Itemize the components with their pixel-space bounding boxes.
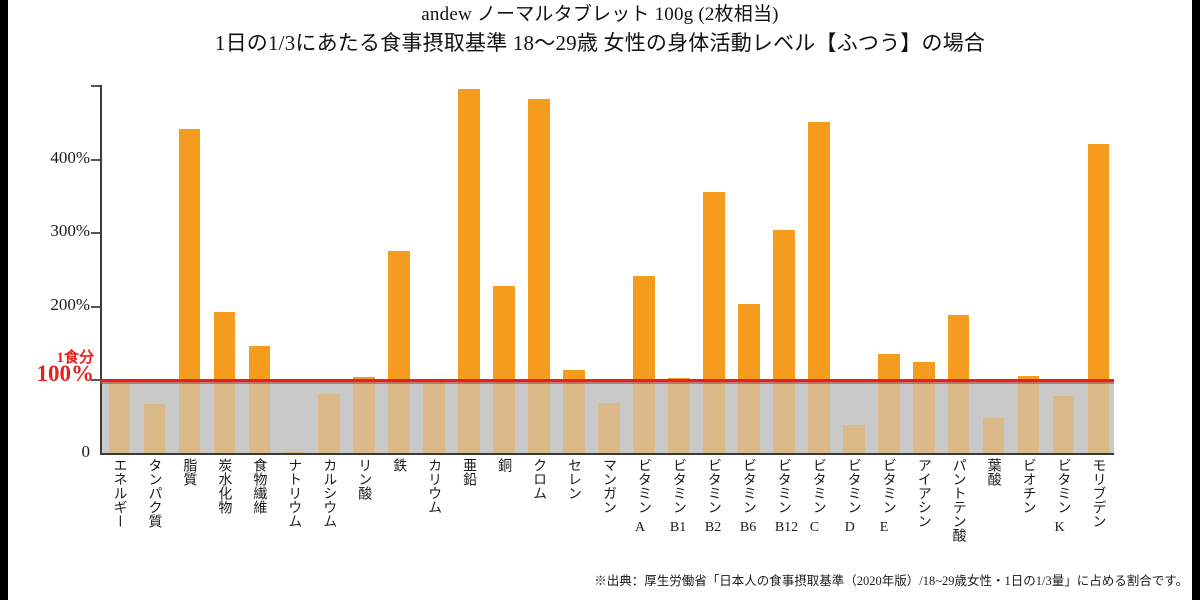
reference-line-100 — [100, 379, 1114, 383]
x-axis-label-suffix-ビタミンA: A — [634, 520, 646, 535]
bar-ビタミンC[interactable] — [807, 121, 830, 453]
x-axis-label-カリウム: カリウム — [426, 458, 442, 514]
bar-band-overlay-ビタミンA — [633, 379, 655, 453]
bar-band-overlay-脂質 — [178, 379, 201, 453]
x-axis-label-ナトリウム: ナトリウム — [286, 458, 302, 528]
bar-クロム[interactable] — [528, 98, 550, 453]
y-axis-tick-top — [91, 85, 100, 87]
bar-脂質[interactable] — [178, 129, 201, 453]
bar-band-overlay-エネルギー — [108, 379, 131, 453]
reference-line-shadow — [100, 382, 1114, 385]
bar-band-overlay-マンガン — [598, 402, 620, 453]
bar-band-overlay-葉酸 — [982, 417, 1005, 453]
bar-亜鉛[interactable] — [458, 89, 480, 453]
x-axis-label-ビタミンA: ビタミン — [635, 458, 651, 514]
y-axis-label-0: 0 — [81, 442, 91, 461]
x-axis-label-suffix-ビタミンC: C — [809, 520, 820, 535]
x-axis-label-ビタミンC: ビタミン — [810, 458, 826, 514]
x-axis-label-銅: 銅 — [496, 458, 512, 472]
y-axis-tick-300 — [91, 232, 100, 235]
x-axis-label-パントテン酸: パントテン酸 — [950, 458, 966, 542]
bar-band-overlay-鉄 — [388, 379, 411, 453]
x-axis-label-マンガン: マンガン — [601, 458, 616, 514]
bar-band-overlay-クロム — [528, 379, 550, 453]
x-axis-label-ビタミンB2: ビタミン — [705, 458, 721, 514]
x-axis-label-suffix-ビタミンD: D — [844, 520, 855, 535]
x-axis-label-カルシウム: カルシウム — [321, 458, 337, 528]
x-axis-label-ビオチン: ビオチン — [1020, 458, 1036, 514]
x-axis-label-脂質: 脂質 — [181, 458, 197, 486]
bar-band-overlay-タンパク質 — [143, 403, 166, 453]
x-axis-label-アイアシン: アイアシン — [915, 458, 931, 528]
bar-band-overlay-モリブデン — [1087, 379, 1110, 453]
x-axis-label-suffix-ビタミンB2: B2 — [704, 520, 722, 535]
x-axis-label-葉酸: 葉酸 — [985, 458, 1001, 486]
bar-band-overlay-銅 — [493, 379, 515, 453]
x-axis-label-suffix-ビタミンK: K — [1054, 520, 1065, 535]
x-axis-label-ビタミンB1: ビタミン — [670, 458, 686, 514]
reference-line-label-value: 100% — [36, 361, 95, 387]
x-axis-line — [100, 453, 1114, 455]
bar-band-overlay-ビタミンB12 — [772, 379, 795, 453]
chart-title-block: andew ノーマルタブレット 100g (2枚相当) 1日の1/3にあたる食事… — [8, 2, 1192, 58]
x-axis-label-suffix-ビタミンB1: B1 — [669, 520, 687, 535]
y-axis-tick-200 — [91, 305, 100, 308]
x-axis-label-モリブデン: モリブデン — [1090, 458, 1106, 528]
bar-band-overlay-食物繊維 — [248, 379, 271, 453]
bar-band-overlay-ビタミンB6 — [738, 379, 760, 453]
bar-band-overlay-ビタミンB2 — [703, 379, 725, 453]
bar-band-overlay-アイアシン — [912, 379, 935, 453]
x-axis-label-炭水化物: 炭水化物 — [216, 458, 232, 514]
y-axis-line — [100, 85, 102, 455]
chart-title-line-2: 1日の1/3にあたる食事摂取基準 18〜29歳 女性の身体活動レベル【ふつう】の… — [214, 31, 986, 55]
bar-band-overlay-パントテン酸 — [947, 379, 970, 453]
x-axis-label-セレン: セレン — [566, 458, 582, 500]
y-axis-tick-400 — [91, 158, 100, 161]
plot-area — [91, 85, 1114, 455]
bar-band-overlay-リン酸 — [353, 379, 376, 453]
x-axis-label-ビタミンB12: ビタミン — [775, 458, 791, 514]
bar-band-overlay-炭水化物 — [213, 379, 236, 453]
x-axis-label-suffix-ビタミンB6: B6 — [739, 520, 757, 535]
bar-band-overlay-ビオチン — [1017, 379, 1040, 453]
bar-band-overlay-ビタミンK — [1052, 395, 1075, 453]
y-axis-label-200: 200% — [50, 294, 90, 314]
x-axis-label-リン酸: リン酸 — [356, 458, 372, 500]
letterbox-left — [0, 0, 8, 600]
bar-band-overlay-ビタミンC — [807, 379, 830, 453]
bar-band-overlay-カルシウム — [318, 394, 341, 453]
x-axis-label-ビタミンD: ビタミン — [845, 458, 861, 514]
letterbox-right — [1192, 0, 1200, 600]
x-axis-label-タンパク質: タンパク質 — [146, 458, 162, 528]
y-axis-label-300: 300% — [50, 221, 90, 241]
x-axis-label-suffix-ビタミンB12: B12 — [774, 520, 799, 535]
chart-page: andew ノーマルタブレット 100g (2枚相当) 1日の1/3にあたる食事… — [8, 0, 1192, 600]
y-axis-tick-100 — [91, 379, 100, 382]
bar-band-overlay-ビタミンB1 — [668, 379, 690, 453]
x-axis-label-エネルギー: エネルギー — [111, 458, 127, 528]
reference-line-label-top: 1食分 — [56, 350, 94, 367]
x-axis-labels: エネルギー タンパク質 脂質 炭水化物 食物繊維 ナトリウム カルシウム リン酸 鉄 カリウム 亜鉛… — [100, 458, 1114, 566]
x-axis-label-鉄: 鉄 — [391, 458, 407, 472]
bar-band-overlay-ナトリウム — [283, 451, 306, 453]
x-axis-label-ビタミンK: ビタミン — [1055, 458, 1071, 514]
y-axis-label-400: 400% — [50, 147, 90, 167]
x-axis-label-ビタミンE: ビタミン — [880, 458, 896, 514]
bar-band-overlay-ビタミンE — [877, 379, 900, 453]
x-axis-label-食物繊維: 食物繊維 — [251, 458, 267, 514]
bar-band-overlay-セレン — [563, 379, 585, 453]
x-axis-label-亜鉛: 亜鉛 — [461, 458, 477, 486]
x-axis-label-ビタミンB6: ビタミン — [740, 458, 756, 514]
x-axis-label-クロム: クロム — [531, 458, 547, 500]
bar-band-overlay-亜鉛 — [458, 379, 480, 453]
chart-title-line-1: andew ノーマルタブレット 100g (2枚相当) — [421, 4, 779, 25]
bar-band-overlay-カリウム — [423, 381, 445, 453]
bar-モリブデン[interactable] — [1087, 143, 1110, 453]
bar-band-overlay-ビタミンD — [842, 425, 865, 453]
x-axis-label-suffix-ビタミンE: E — [879, 520, 889, 535]
source-footnote: ※出典：厚生労働省「日本人の食事摂取基準（2020年版）/18~29歳女性・1日… — [594, 574, 1188, 588]
